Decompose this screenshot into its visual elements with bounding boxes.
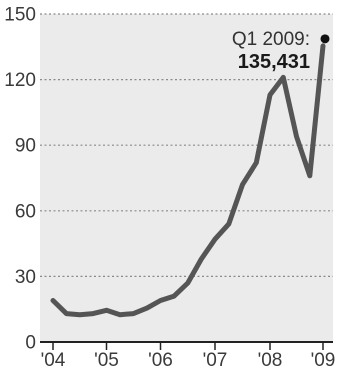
y-tick-label: 0	[25, 333, 36, 354]
x-tick-label: '05	[94, 350, 119, 371]
tick-marks	[52, 342, 324, 350]
y-tick-label: 150	[4, 5, 36, 26]
x-tick-label: '07	[203, 350, 228, 371]
end-point-marker	[320, 34, 330, 44]
y-tick-label: 120	[4, 70, 36, 91]
x-tick-label: '08	[258, 350, 283, 371]
annotation-value: 135,431	[238, 51, 310, 73]
x-tick-label: '04	[41, 350, 66, 371]
series-line	[50, 43, 326, 318]
annotation-label: Q1 2009:	[232, 29, 310, 50]
x-tick-label: '09	[311, 350, 336, 371]
y-tick-label: 30	[15, 267, 36, 288]
x-tick-label: '06	[148, 350, 173, 371]
y-tick-label: 60	[15, 201, 36, 222]
y-tick-label: 90	[15, 136, 36, 157]
tick-labels: 0 30 60 90 120 150 '04 '05 '06 '07 '08 '09	[4, 5, 335, 372]
